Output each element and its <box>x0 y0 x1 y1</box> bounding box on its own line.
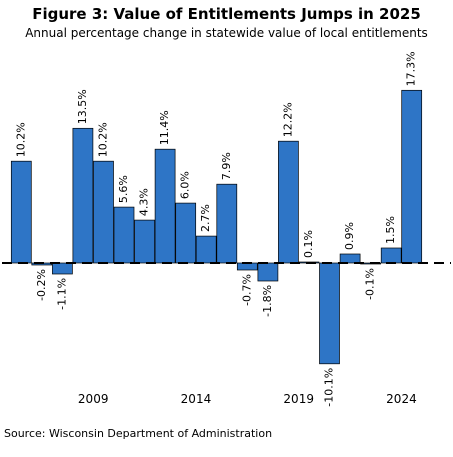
bar-2020 <box>319 262 340 365</box>
data-label-2009: 10.2% <box>96 122 109 157</box>
data-label-2017: -1.8% <box>261 285 274 317</box>
bar-2014 <box>195 235 217 264</box>
bar-2023 <box>380 247 402 264</box>
data-label-2016: -0.7% <box>240 274 253 306</box>
data-label-2019: 0.1% <box>302 230 315 258</box>
bar-2021 <box>339 253 361 264</box>
bar-2016 <box>236 262 258 271</box>
x-tick-label-2009: 2009 <box>78 392 109 406</box>
data-label-2013: 6.0% <box>179 171 192 199</box>
data-label-2014: 2.7% <box>199 204 212 232</box>
bar-2017 <box>257 262 279 282</box>
data-label-2021: 0.9% <box>343 222 356 250</box>
bar-2011 <box>134 219 155 264</box>
data-label-2024: 17.3% <box>405 51 418 86</box>
data-label-2006: -0.2% <box>35 269 48 301</box>
data-label-2022: -0.1% <box>364 268 377 300</box>
bar-2024 <box>401 89 423 264</box>
data-label-2015: 7.9% <box>220 152 233 180</box>
bar-2010 <box>113 206 135 264</box>
chart-title: Figure 3: Value of Entitlements Jumps in… <box>32 5 421 23</box>
bar-2009 <box>93 160 114 264</box>
chart-subtitle: Annual percentage change in statewide va… <box>25 26 428 40</box>
bar-2012 <box>154 148 176 264</box>
x-tick-label-2014: 2014 <box>181 392 212 406</box>
bar-2008 <box>72 127 94 264</box>
x-tick-label-2019: 2019 <box>283 392 314 406</box>
bar-2015 <box>216 183 238 264</box>
data-label-2018: 12.2% <box>281 102 294 137</box>
bar-2005 <box>10 160 32 264</box>
x-tick-label-2024: 2024 <box>386 392 417 406</box>
data-label-2011: 4.3% <box>138 188 151 216</box>
bar-2018 <box>278 140 299 264</box>
data-label-2020: -10.1% <box>323 368 336 407</box>
bar-2007 <box>52 262 73 275</box>
data-label-2012: 11.4% <box>158 110 171 145</box>
data-label-2005: 10.2% <box>14 122 27 157</box>
bar-2013 <box>175 202 197 264</box>
data-label-2008: 13.5% <box>76 89 89 124</box>
data-label-2010: 5.6% <box>117 175 130 203</box>
data-label-2007: -1.1% <box>55 278 68 310</box>
data-label-2023: 1.5% <box>384 216 397 244</box>
source-note: Source: Wisconsin Department of Administ… <box>4 427 273 440</box>
